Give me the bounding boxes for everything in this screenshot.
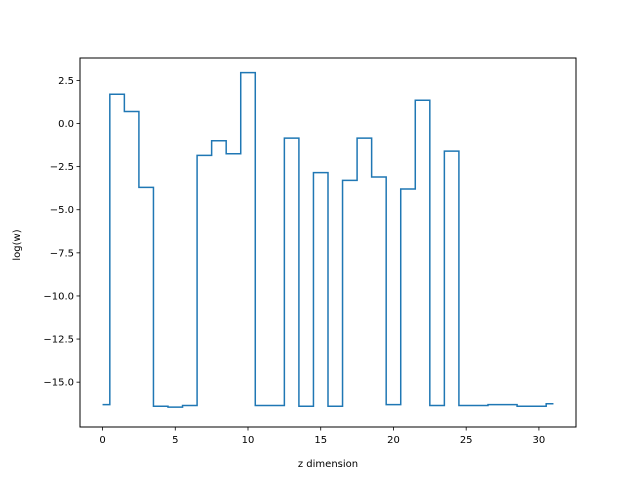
y-tick-label: 2.5 (58, 76, 74, 87)
x-axis-ticks: 0 5 10 15 20 25 30 (99, 427, 545, 446)
y-axis-label: log(w) (12, 229, 23, 260)
x-tick-label: 25 (460, 435, 473, 446)
y-axis-ticks: 2.5 0.0 −2.5 −5.0 −7.5 −10.0 −12.5 −15.0 (43, 76, 80, 389)
x-tick-label: 15 (314, 435, 327, 446)
y-tick-label: −12.5 (43, 335, 74, 346)
y-tick-label: −10.0 (43, 291, 74, 302)
x-tick-label: 10 (242, 435, 255, 446)
axes-frame (79, 57, 577, 428)
x-tick-label: 30 (533, 435, 546, 446)
y-tick-label: 0.0 (58, 119, 74, 130)
y-tick-label: −15.0 (43, 378, 74, 389)
y-tick-label: −5.0 (50, 205, 74, 216)
y-tick-label: −2.5 (50, 162, 74, 173)
x-tick-label: 20 (387, 435, 400, 446)
x-tick-label: 5 (172, 435, 178, 446)
plot-area (102, 71, 554, 408)
x-tick-label: 0 (99, 435, 105, 446)
x-axis-label: z dimension (298, 459, 358, 470)
series-line (102, 71, 554, 408)
y-tick-label: −7.5 (50, 248, 74, 259)
